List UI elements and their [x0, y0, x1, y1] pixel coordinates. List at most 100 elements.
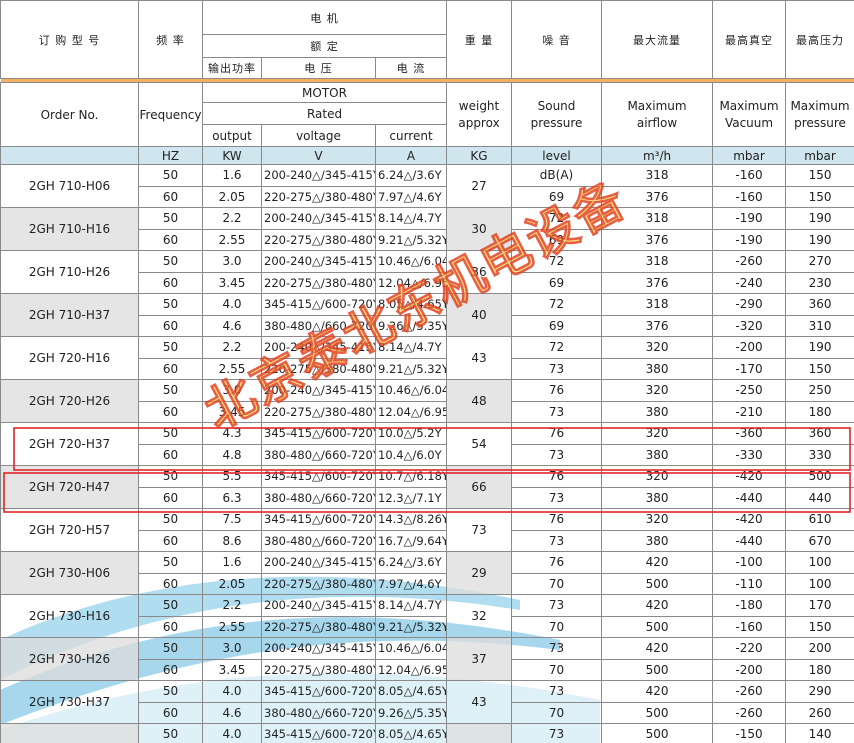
- value-cell: 100: [785, 551, 854, 574]
- value-cell: 60: [138, 486, 203, 509]
- data-row: 2GH 710-H37 50 4.0 345-415△/600-720Y 8.05△/4…: [0, 293, 854, 337]
- value-cell: 250: [785, 379, 854, 402]
- data-row: 60 8.6 380-480△/660-720Y 16.7△/9.64Y 73 380 -4…: [1, 529, 854, 552]
- value-cell: 9.21△/5.32Y: [374, 228, 448, 251]
- value-cell: 170: [785, 594, 854, 617]
- header-cell: voltage: [261, 124, 376, 147]
- value-cell: 220-275△/380-480Y: [261, 572, 376, 595]
- value-cell: 50: [138, 336, 203, 359]
- value-cell: 220-275△/380-480Y: [261, 185, 376, 208]
- value-cell: 7.97△/4.6Y: [374, 185, 448, 208]
- value-cell: 1.6: [202, 164, 262, 187]
- value-cell: 9.21△/5.32Y: [374, 357, 448, 380]
- value-cell: 220-275△/380-480Y: [261, 357, 376, 380]
- value-cell: -250: [712, 379, 787, 402]
- value-cell: 69: [511, 228, 603, 251]
- value-cell: 200-240△/345-415Y: [261, 637, 376, 660]
- value-cell: 2.55: [202, 228, 262, 251]
- value-cell: 2.2: [202, 336, 262, 359]
- header-line: pressure: [794, 115, 846, 130]
- data-row: 2GH 730-H16 50 2.2 200-240△/345-415Y 8.14△/4…: [0, 594, 854, 638]
- value-cell: 60: [138, 529, 203, 552]
- model-cell: 2GH 720-H16: [0, 336, 139, 380]
- value-cell: 72: [511, 207, 603, 230]
- value-cell: 12.04△/6.95Y: [374, 271, 448, 294]
- unit-cell: mbar: [712, 146, 787, 165]
- header-line: airflow: [636, 115, 678, 130]
- value-cell: 3.45: [202, 658, 262, 681]
- value-cell: 220-275△/380-480Y: [261, 400, 376, 423]
- value-cell: 500: [601, 658, 714, 681]
- value-cell: -190: [712, 207, 787, 230]
- value-cell: 50: [138, 723, 203, 743]
- value-cell: 70: [511, 572, 603, 595]
- value-cell: 380: [601, 443, 714, 466]
- weight-cell: 73: [446, 508, 513, 552]
- value-cell: 500: [601, 723, 714, 743]
- value-cell: 1.6: [202, 551, 262, 574]
- unit-cell: HZ: [138, 146, 203, 165]
- value-cell: -200: [712, 658, 787, 681]
- value-cell: 380: [601, 529, 714, 552]
- value-cell: 50: [138, 680, 203, 703]
- value-cell: -440: [712, 529, 787, 552]
- value-cell: -440: [712, 486, 787, 509]
- value-cell: 50: [138, 594, 203, 617]
- value-cell: 60: [138, 572, 203, 595]
- value-cell: -220: [712, 637, 787, 660]
- value-cell: 2.55: [202, 357, 262, 380]
- value-cell: 500: [785, 465, 854, 488]
- value-cell: -210: [712, 400, 787, 423]
- value-cell: 376: [601, 185, 714, 208]
- value-cell: 50: [138, 250, 203, 273]
- value-cell: 73: [511, 723, 603, 743]
- header-cell: 最高压力: [785, 0, 854, 79]
- value-cell: 380: [601, 486, 714, 509]
- value-cell: 50: [138, 465, 203, 488]
- data-row: 60 2.05 220-275△/380-480Y 7.97△/4.6Y 69 376 -1…: [1, 185, 854, 208]
- model-cell: 2GH 710-H16: [0, 207, 139, 251]
- value-cell: 320: [601, 336, 714, 359]
- value-cell: 380: [601, 400, 714, 423]
- value-cell: 7.97△/4.6Y: [374, 572, 448, 595]
- unit-cell: KG: [446, 146, 513, 165]
- value-cell: 8.05△/4.65Y: [374, 723, 448, 743]
- value-cell: 200-240△/345-415Y: [261, 379, 376, 402]
- value-cell: 16.7△/9.64Y: [374, 529, 448, 552]
- value-cell: 345-415△/600-720Y: [261, 422, 376, 445]
- value-cell: 8.14△/4.7Y: [374, 336, 448, 359]
- data-row: 50 4.0 345-415△/600-720Y 8.05△/4.65Y 73 500 -1…: [0, 723, 854, 743]
- value-cell: 60: [138, 185, 203, 208]
- weight-cell: 54: [446, 422, 513, 466]
- value-cell: -190: [712, 228, 787, 251]
- value-cell: 6.3: [202, 486, 262, 509]
- value-cell: 8.6: [202, 529, 262, 552]
- value-cell: 230: [785, 271, 854, 294]
- value-cell: 220-275△/380-480Y: [261, 228, 376, 251]
- value-cell: -160: [712, 615, 787, 638]
- value-cell: 8.05△/4.65Y: [374, 293, 448, 316]
- value-cell: 380: [601, 357, 714, 380]
- value-cell: 73: [511, 486, 603, 509]
- value-cell: 290: [785, 680, 854, 703]
- value-cell: -420: [712, 508, 787, 531]
- value-cell: 380-480△/660-720Y: [261, 443, 376, 466]
- header-cell: 频 率: [138, 0, 203, 79]
- value-cell: 380-480△/660-720Y: [261, 701, 376, 724]
- value-cell: 345-415△/600-720Y: [261, 508, 376, 531]
- value-cell: 345-415△/600-720Y: [261, 680, 376, 703]
- value-cell: 4.0: [202, 680, 262, 703]
- value-cell: 8.14△/4.7Y: [374, 594, 448, 617]
- value-cell: 180: [785, 658, 854, 681]
- value-cell: -290: [712, 293, 787, 316]
- header-cell: 最高真空: [712, 0, 787, 79]
- value-cell: -260: [712, 680, 787, 703]
- header-cell: 最大流量: [601, 0, 714, 79]
- value-cell: 60: [138, 271, 203, 294]
- value-cell: 200-240△/345-415Y: [261, 594, 376, 617]
- data-row: 2GH 730-H06 50 1.6 200-240△/345-415Y 6.24△/3…: [0, 551, 854, 595]
- value-cell: 50: [138, 207, 203, 230]
- data-row: 2GH 720-H16 50 2.2 200-240△/345-415Y 8.14△/4…: [0, 336, 854, 380]
